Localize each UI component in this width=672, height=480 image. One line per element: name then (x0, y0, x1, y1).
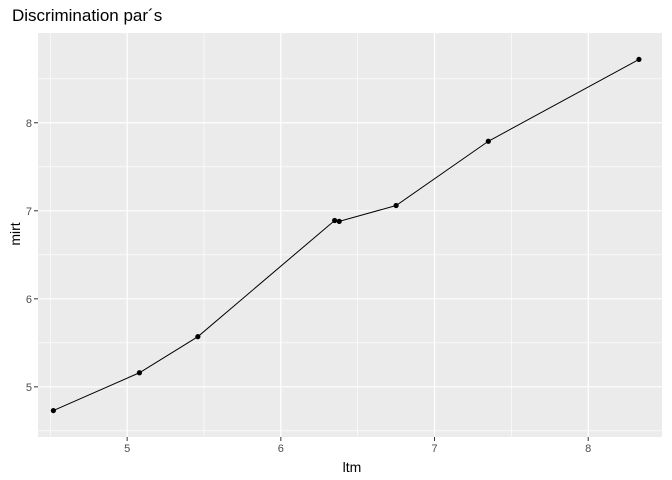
y-axis-ticks: 5 6 7 8 (26, 118, 38, 394)
grid-major (38, 33, 662, 437)
x-tick-label: 5 (124, 443, 130, 455)
chart-title: Discrimination par´s (12, 6, 162, 25)
grid-minor (38, 33, 662, 437)
x-axis-ticks: 5 6 7 8 (124, 437, 591, 455)
x-tick-label: 6 (278, 443, 284, 455)
x-axis-title: ltm (343, 459, 362, 475)
x-tick-label: 7 (431, 443, 437, 455)
x-tick-label: 8 (585, 443, 591, 455)
data-point (332, 217, 338, 224)
data-points (50, 56, 642, 414)
y-axis-title: mirt (7, 222, 23, 245)
data-point (50, 407, 56, 414)
data-point (393, 202, 399, 209)
data-point (336, 218, 342, 224)
data-point (136, 370, 143, 376)
data-point (485, 138, 491, 144)
y-tick-label: 8 (26, 118, 32, 130)
data-point (636, 56, 642, 63)
y-tick-label: 7 (26, 206, 32, 218)
y-tick-label: 5 (26, 382, 32, 394)
plot-panel (38, 33, 662, 437)
data-point (195, 334, 201, 340)
y-tick-label: 6 (26, 294, 32, 306)
